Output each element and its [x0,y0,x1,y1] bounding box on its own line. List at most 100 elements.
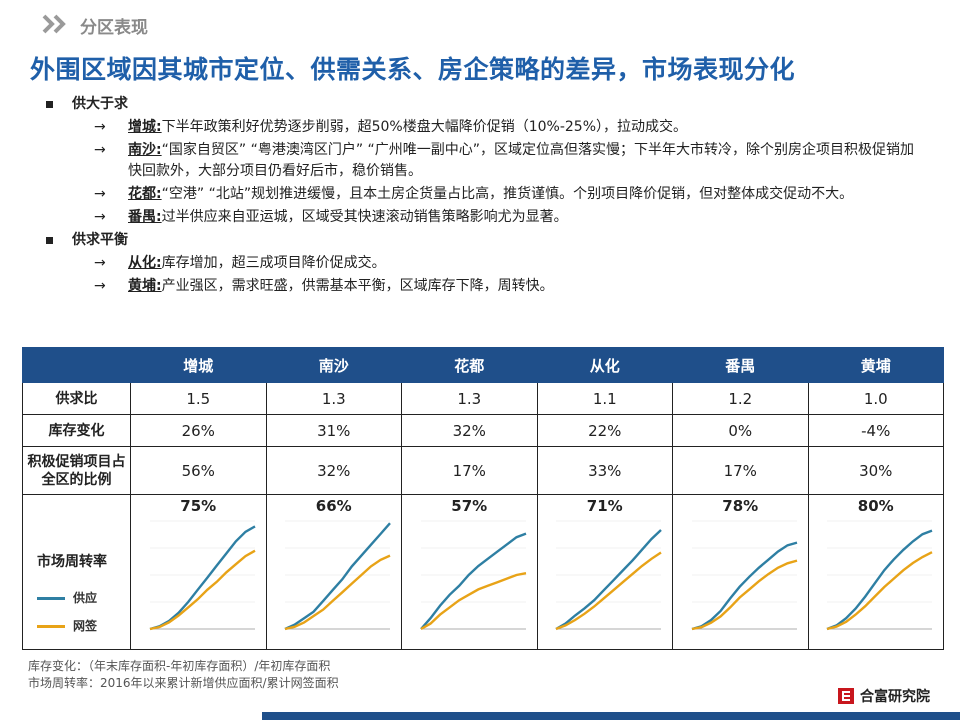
table-cell: 1.5 [130,382,267,415]
table-cell: 1.2 [672,382,809,415]
brand-logo-icon [838,688,854,704]
signed-line [826,551,933,631]
mini-chart [826,520,933,631]
legend-item-signed: 网签 [37,617,130,635]
column-header: 增城 [130,347,267,383]
bullet-text: 产业强区，需求旺盛，供需基本平衡，区域库存下降，周转快。 [161,278,554,294]
top-bar: 分区表现 [0,0,960,48]
mini-chart [555,520,663,631]
table-cell: 56% [130,446,267,495]
city-name: 花都: [128,186,162,202]
supply-line [284,522,392,631]
row-label: 库存变化 [22,414,131,447]
arrow-icon: → [94,209,106,225]
table-cell: 26% [130,414,267,447]
table-row: 积极促销项目占全区的比例 56% 32% 17% 33% 17% 30% [22,446,944,495]
supply-line [691,541,798,631]
bullet-item: → 黄埔:产业强区，需求旺盛，供需基本平衡，区域库存下降，周转快。 [40,276,920,297]
table-cell: -4% [807,414,944,447]
bullet-item: → 番禺:过半供应来自亚运城，区域受其快速滚动销售策略影响尤为显著。 [40,207,920,228]
arrow-icon: → [94,278,106,294]
bullet-item: → 南沙:“国家自贸区” “粤港澳湾区门户” “广州唯一副中心”，区域定位高但落实… [40,140,920,182]
section-label: 分区表现 [80,18,148,38]
bullet-heading-text: 供求平衡 [72,232,128,248]
table-cell: 1.1 [536,382,673,415]
city-name: 黄埔: [128,278,162,294]
legend-label: 网签 [73,619,98,633]
footnotes: 库存变化：（年末库存面积-年初库存面积）/年初库存面积 市场周转率：2016年以… [28,658,339,692]
table-cell: 32% [265,446,402,495]
square-bullet-icon [46,101,53,108]
bullet-item: → 增城:下半年政策利好优势逐步削弱，超50%楼盘大幅降价促销（10%-25%），… [40,117,920,138]
bottom-strip [262,712,960,720]
supply-line [419,532,527,630]
bullet-text: 库存增加，超三成项目降价促成交。 [161,255,386,271]
bullet-text: 过半供应来自亚运城，区域受其快速滚动销售策略影响尤为显著。 [161,209,568,225]
footnote: 市场周转率：2016年以来累计新增供应面积/累计网签面积 [28,676,339,690]
chart-cell: 75% [130,494,267,650]
arrow-icon: → [94,142,106,158]
bullet-heading: 供大于求 [40,94,920,115]
mini-chart [691,520,798,631]
city-name: 从化: [128,255,162,271]
signed-line [284,554,391,631]
table-row: 库存变化 26% 31% 32% 22% 0% -4% [22,414,944,447]
bullet-text: “国家自贸区” “粤港澳湾区门户” “广州唯一副中心”，区域定位高但落实慢；下半… [128,142,915,179]
market-table: 增城 南沙 花都 从化 番禺 黄埔 供求比 1.5 1.3 1.3 1.1 1.… [22,347,944,650]
row-label: 积极促销项目占全区的比例 [22,446,131,495]
chart-cell: 78% [672,494,809,650]
column-header: 黄埔 [807,347,944,383]
table-header-row: 增城 南沙 花都 从化 番禺 黄埔 [22,347,944,383]
legend-label: 供应 [73,591,98,605]
brand-name: 合富研究院 [860,689,930,705]
turnover-value: 78% [722,497,759,515]
row-label: 供求比 [22,382,131,415]
turnover-value: 75% [180,497,217,515]
supply-line [149,525,256,631]
column-header: 番禺 [672,347,809,383]
turnover-value: 66% [315,497,352,515]
table-cell: 30% [807,446,944,495]
chart-cell: 57% [401,494,538,650]
mini-chart [284,520,392,631]
bullet-heading: 供求平衡 [40,230,920,251]
mini-chart [149,520,256,631]
turnover-value: 80% [857,497,894,515]
mini-chart [419,520,527,631]
bullet-list: 供大于求 → 增城:下半年政策利好优势逐步削弱，超50%楼盘大幅降价促销（10%-2… [40,94,920,299]
bullet-text: 下半年政策利好优势逐步削弱，超50%楼盘大幅降价促销（10%-25%），拉动成交… [161,119,688,135]
page-title: 外围区域因其城市定位、供需关系、房企策略的差异，市场表现分化 [30,55,796,84]
legend-swatch [37,624,65,628]
city-name: 南沙: [128,142,162,158]
bottom-bar [0,712,960,720]
signed-line [555,551,662,631]
table-cell: 32% [401,414,538,447]
arrow-icon: → [94,119,106,135]
chart-cell: 66% [265,494,402,650]
supply-line [826,529,933,631]
arrow-icon: → [94,186,106,202]
table-cell: 0% [672,414,809,447]
chart-cell: 71% [536,494,673,650]
bullet-item: → 花都:“空港” “北站”规划推进缓慢，且本土房企货量占比高，推货谨慎。个别项目… [40,184,920,205]
bullet-heading-text: 供大于求 [72,96,128,112]
chart-cell: 80% [807,494,944,650]
turnover-value: 57% [451,497,488,515]
table-cell: 1.3 [401,382,538,415]
table-cell: 17% [672,446,809,495]
table-cell: 33% [536,446,673,495]
column-header: 从化 [536,347,673,383]
signed-line [420,572,526,631]
table-cell: 31% [265,414,402,447]
double-chevron-icon [42,14,66,34]
table-cell: 1.0 [807,382,944,415]
row-label: 市场周转率 [37,554,107,570]
table-cell: 22% [536,414,673,447]
legend-item-supply: 供应 [37,589,130,607]
footnote: 库存变化：（年末库存面积-年初库存面积）/年初库存面积 [28,659,331,673]
turnover-value: 71% [586,497,623,515]
table-row: 供求比 1.5 1.3 1.3 1.1 1.2 1.0 [22,382,944,415]
signed-line [691,559,798,631]
turnover-row: 市场周转率 供应 网签 75% 66% 57% 71% 78% 80% [22,494,944,650]
table-cell: 1.3 [265,382,402,415]
